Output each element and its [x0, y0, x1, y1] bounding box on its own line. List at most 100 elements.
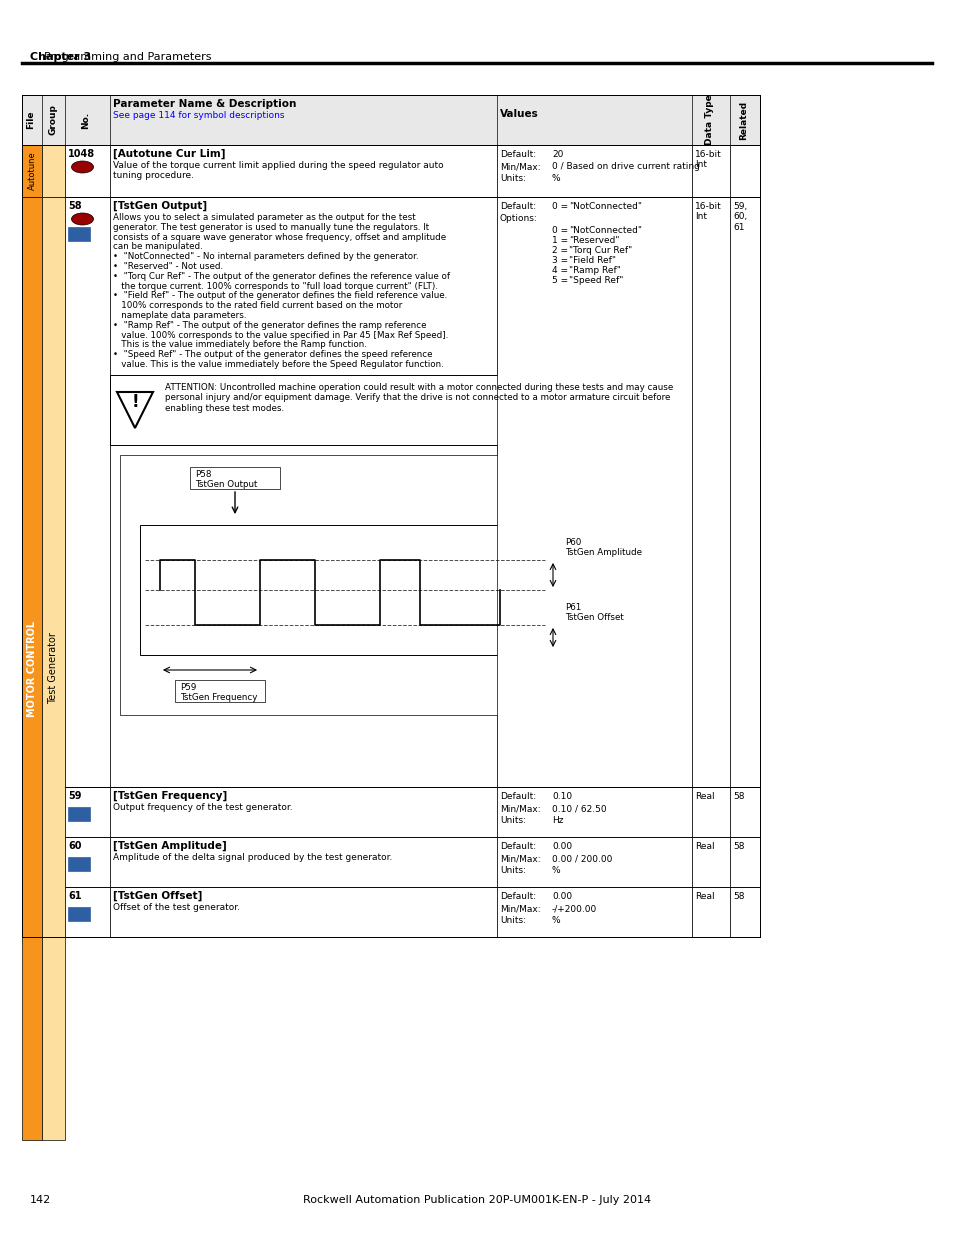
Text: Parameter Name & Description: Parameter Name & Description: [112, 99, 296, 109]
Text: Rockwell Automation Publication 20P-UM001K-EN-P - July 2014: Rockwell Automation Publication 20P-UM00…: [303, 1195, 650, 1205]
Text: !: !: [132, 393, 139, 411]
Bar: [497, 887, 691, 937]
Text: "Ramp Ref": "Ramp Ref": [568, 266, 620, 275]
Bar: [65, 198, 110, 787]
Text: value. This is the value immediately before the Speed Regulator function.: value. This is the value immediately bef…: [112, 359, 443, 369]
Ellipse shape: [71, 161, 93, 173]
Bar: [140, 525, 550, 655]
Text: Value of the torque current limit applied during the speed regulator auto
tuning: Value of the torque current limit applie…: [112, 161, 443, 180]
Text: Programming and Parameters: Programming and Parameters: [30, 52, 212, 62]
Text: Options:: Options:: [499, 214, 537, 224]
Bar: [729, 144, 760, 198]
Text: "Reserved": "Reserved": [568, 236, 618, 245]
Text: •  "Torq Cur Ref" - The output of the generator defines the reference value of: • "Torq Cur Ref" - The output of the gen…: [112, 272, 450, 280]
Text: P58
TstGen Output: P58 TstGen Output: [194, 471, 257, 489]
Text: 60: 60: [68, 841, 81, 851]
Bar: [691, 787, 729, 837]
Text: [TstGen Output]: [TstGen Output]: [112, 201, 207, 211]
Text: Related: Related: [739, 100, 748, 140]
Text: Default:: Default:: [499, 892, 536, 902]
Text: Default:: Default:: [499, 792, 536, 802]
Text: MOTOR CONTROL: MOTOR CONTROL: [27, 620, 37, 716]
Ellipse shape: [71, 212, 93, 225]
Bar: [174, 680, 265, 701]
Bar: [110, 198, 497, 787]
Bar: [65, 144, 110, 198]
Bar: [68, 906, 90, 921]
Text: 0.00: 0.00: [552, 842, 572, 851]
Bar: [68, 857, 90, 871]
Text: Data Type: Data Type: [705, 95, 714, 146]
Text: Units:: Units:: [499, 866, 525, 876]
Bar: [691, 837, 729, 887]
Text: generator. The test generator is used to manually tune the regulators. It: generator. The test generator is used to…: [112, 222, 429, 232]
Text: Default:: Default:: [499, 149, 536, 159]
Bar: [110, 787, 497, 837]
Text: 0.00 / 200.00: 0.00 / 200.00: [552, 853, 612, 863]
Text: 1 =: 1 =: [552, 236, 568, 245]
Bar: [497, 144, 691, 198]
Bar: [497, 198, 691, 787]
Text: 100% corresponds to the rated field current based on the motor: 100% corresponds to the rated field curr…: [112, 301, 402, 310]
Text: •  "Field Ref" - The output of the generator defines the field reference value.: • "Field Ref" - The output of the genera…: [112, 291, 447, 300]
Bar: [691, 887, 729, 937]
Text: 20: 20: [552, 149, 563, 159]
Text: can be manipulated.: can be manipulated.: [112, 242, 203, 252]
Text: 0.10: 0.10: [552, 792, 572, 802]
Text: •  "Reserved" - Not used.: • "Reserved" - Not used.: [112, 262, 223, 270]
Bar: [691, 144, 729, 198]
Text: Default:: Default:: [499, 203, 536, 211]
Text: Min/Max:: Min/Max:: [499, 804, 540, 813]
Text: 61: 61: [68, 890, 81, 902]
Bar: [559, 600, 644, 622]
Text: the torque current. 100% corresponds to "full load torque current" (FLT).: the torque current. 100% corresponds to …: [112, 282, 437, 290]
Text: 0 =: 0 =: [552, 226, 568, 235]
Text: [TstGen Amplitude]: [TstGen Amplitude]: [112, 841, 227, 851]
Text: Amplitude of the delta signal produced by the test generator.: Amplitude of the delta signal produced b…: [112, 853, 392, 862]
Text: No.: No.: [81, 111, 91, 128]
Text: "NotConnected": "NotConnected": [568, 203, 641, 211]
Text: %: %: [552, 174, 560, 183]
Text: See page 114 for symbol descriptions: See page 114 for symbol descriptions: [112, 111, 284, 120]
Bar: [65, 887, 110, 937]
Text: 0 =: 0 =: [552, 203, 568, 211]
Text: 5 =: 5 =: [552, 275, 568, 285]
Text: 0 / Based on drive current rating: 0 / Based on drive current rating: [552, 162, 700, 170]
Bar: [65, 837, 110, 887]
Text: %: %: [552, 916, 560, 925]
Bar: [110, 375, 760, 445]
Text: Offset of the test generator.: Offset of the test generator.: [112, 903, 240, 911]
Text: [Autotune Cur Lim]: [Autotune Cur Lim]: [112, 149, 225, 159]
Text: Chapter 3: Chapter 3: [30, 52, 91, 62]
Text: •  "Speed Ref" - The output of the generator defines the speed reference: • "Speed Ref" - The output of the genera…: [112, 351, 432, 359]
Bar: [120, 454, 569, 715]
Text: P61
TstGen Offset: P61 TstGen Offset: [564, 603, 623, 622]
Bar: [42, 198, 65, 1140]
Text: 0.00: 0.00: [552, 892, 572, 902]
Bar: [22, 198, 42, 1140]
Text: 2 =: 2 =: [552, 246, 567, 254]
Text: Min/Max:: Min/Max:: [499, 162, 540, 170]
Text: nameplate data parameters.: nameplate data parameters.: [112, 311, 246, 320]
Text: ATTENTION: Uncontrolled machine operation could result with a motor connected du: ATTENTION: Uncontrolled machine operatio…: [165, 383, 673, 412]
Bar: [729, 837, 760, 887]
Text: "NotConnected": "NotConnected": [568, 226, 641, 235]
Text: •  "Ramp Ref" - The output of the generator defines the ramp reference: • "Ramp Ref" - The output of the generat…: [112, 321, 426, 330]
Text: P59
TstGen Frequency: P59 TstGen Frequency: [180, 683, 257, 703]
Bar: [68, 806, 90, 821]
Bar: [729, 887, 760, 937]
Text: Hz: Hz: [552, 816, 563, 825]
Bar: [22, 144, 42, 198]
Text: •  "NotConnected" - No internal parameters defined by the generator.: • "NotConnected" - No internal parameter…: [112, 252, 418, 261]
Text: 59,
60,
61: 59, 60, 61: [732, 203, 746, 232]
Text: 16-bit
Int: 16-bit Int: [695, 203, 721, 221]
Bar: [497, 787, 691, 837]
Text: Group: Group: [49, 105, 57, 136]
Text: P60
TstGen Amplitude: P60 TstGen Amplitude: [564, 538, 641, 557]
Text: Min/Max:: Min/Max:: [499, 853, 540, 863]
Text: Units:: Units:: [499, 816, 525, 825]
Text: 1048: 1048: [68, 149, 95, 159]
Text: Allows you to select a simulated parameter as the output for the test: Allows you to select a simulated paramet…: [112, 212, 416, 222]
Text: This is the value immediately before the Ramp function.: This is the value immediately before the…: [112, 341, 367, 350]
Text: Min/Max:: Min/Max:: [499, 904, 540, 913]
